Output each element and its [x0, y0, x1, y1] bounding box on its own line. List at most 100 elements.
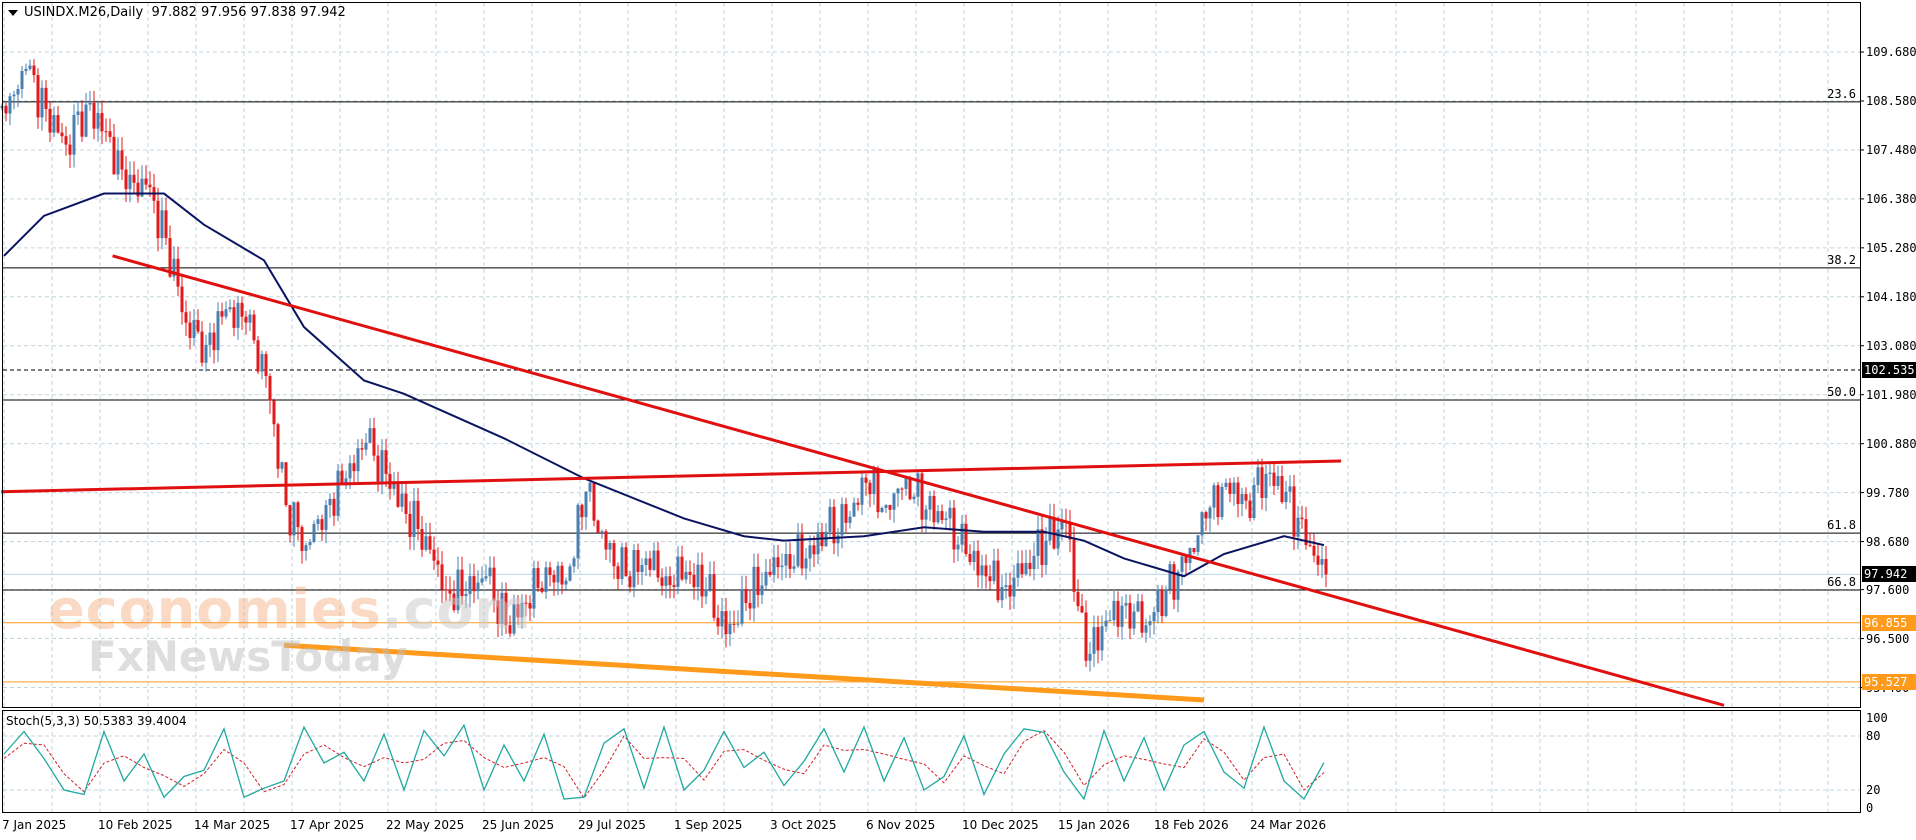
price-tick-label: 97.600	[1866, 582, 1910, 597]
price-tag: 102.535	[1862, 362, 1916, 378]
candle	[816, 531, 820, 555]
candle	[56, 115, 60, 133]
ohlc-values: 97.882 97.956 97.838 97.942	[151, 5, 346, 20]
date-tick-label: 10 Feb 2025	[98, 818, 173, 832]
candle	[1180, 556, 1184, 572]
candle	[632, 550, 636, 588]
candle	[500, 592, 504, 624]
fib-label: 61.8	[1827, 518, 1856, 533]
candle	[748, 602, 752, 609]
candle	[1280, 475, 1284, 503]
price-tick-label: 104.180	[1866, 289, 1916, 304]
candle	[1300, 517, 1304, 520]
candle	[724, 610, 728, 635]
candle	[892, 493, 896, 510]
candle	[368, 428, 372, 443]
candle	[304, 545, 308, 552]
candle	[1052, 517, 1056, 549]
candle	[828, 506, 832, 532]
candle	[536, 568, 540, 588]
candle	[136, 182, 140, 197]
candle	[848, 516, 852, 523]
candle	[868, 482, 872, 495]
candle	[1076, 591, 1080, 607]
candle	[1288, 486, 1292, 492]
candle	[164, 210, 168, 239]
candle	[1140, 601, 1144, 633]
candle	[648, 558, 652, 570]
candle	[1236, 482, 1240, 505]
candle	[1164, 589, 1168, 616]
candle	[204, 344, 208, 363]
candle	[1324, 559, 1328, 575]
candle	[736, 623, 740, 625]
candle	[680, 556, 684, 580]
candle	[960, 523, 964, 545]
candle	[320, 519, 324, 530]
candle	[1152, 612, 1156, 622]
candle	[744, 589, 748, 603]
watermark-text: economies	[48, 578, 382, 641]
candle	[1024, 562, 1028, 574]
candle	[760, 585, 764, 596]
candle	[832, 506, 836, 544]
candle	[1304, 519, 1308, 546]
candle	[1256, 467, 1260, 486]
candle	[268, 376, 272, 401]
candle	[888, 505, 892, 510]
dropdown-triangle-icon[interactable]	[8, 9, 18, 16]
stoch-d-line	[3, 729, 1325, 799]
candle	[260, 354, 264, 372]
price-tick-label: 99.780	[1866, 485, 1910, 500]
candle	[1044, 540, 1048, 566]
candle	[360, 448, 364, 450]
candle	[1124, 602, 1128, 606]
date-tick-label: 7 Jan 2025	[2, 818, 67, 832]
candle	[440, 564, 444, 590]
candle	[936, 511, 940, 523]
candle	[128, 174, 132, 190]
candle	[1232, 482, 1236, 494]
candle	[480, 578, 484, 583]
candle	[48, 109, 52, 133]
date-tick-label: 1 Sep 2025	[674, 818, 743, 832]
candle	[948, 507, 952, 519]
candle	[120, 150, 124, 170]
candle	[916, 473, 920, 497]
candle	[796, 534, 800, 567]
candle	[1012, 577, 1016, 597]
candle	[144, 178, 148, 185]
trendlines[interactable]	[1, 254, 1725, 707]
candle	[956, 544, 960, 550]
candle	[224, 309, 228, 317]
candle	[384, 450, 388, 474]
candle	[404, 493, 408, 514]
candle	[996, 560, 1000, 601]
candle	[660, 577, 664, 586]
candle	[1240, 494, 1244, 505]
candle	[876, 468, 880, 513]
price-tick-label: 109.680	[1866, 45, 1916, 60]
candle	[544, 567, 548, 592]
candle	[160, 210, 164, 239]
candle	[252, 314, 256, 341]
fib-label: 50.0	[1827, 385, 1856, 400]
candle	[8, 96, 12, 114]
candle	[928, 495, 932, 510]
candle	[768, 571, 772, 576]
candle	[192, 320, 196, 338]
candle	[708, 574, 712, 590]
candle	[308, 542, 312, 546]
candle	[1112, 600, 1116, 621]
candle	[256, 340, 260, 372]
candle	[280, 462, 284, 469]
candle	[220, 311, 224, 317]
candle	[1100, 626, 1104, 651]
candle	[1208, 507, 1212, 519]
candle	[84, 104, 88, 137]
candle	[1000, 586, 1004, 601]
date-tick-label: 6 Nov 2025	[866, 818, 936, 832]
candle	[556, 565, 560, 583]
candle	[352, 463, 356, 472]
